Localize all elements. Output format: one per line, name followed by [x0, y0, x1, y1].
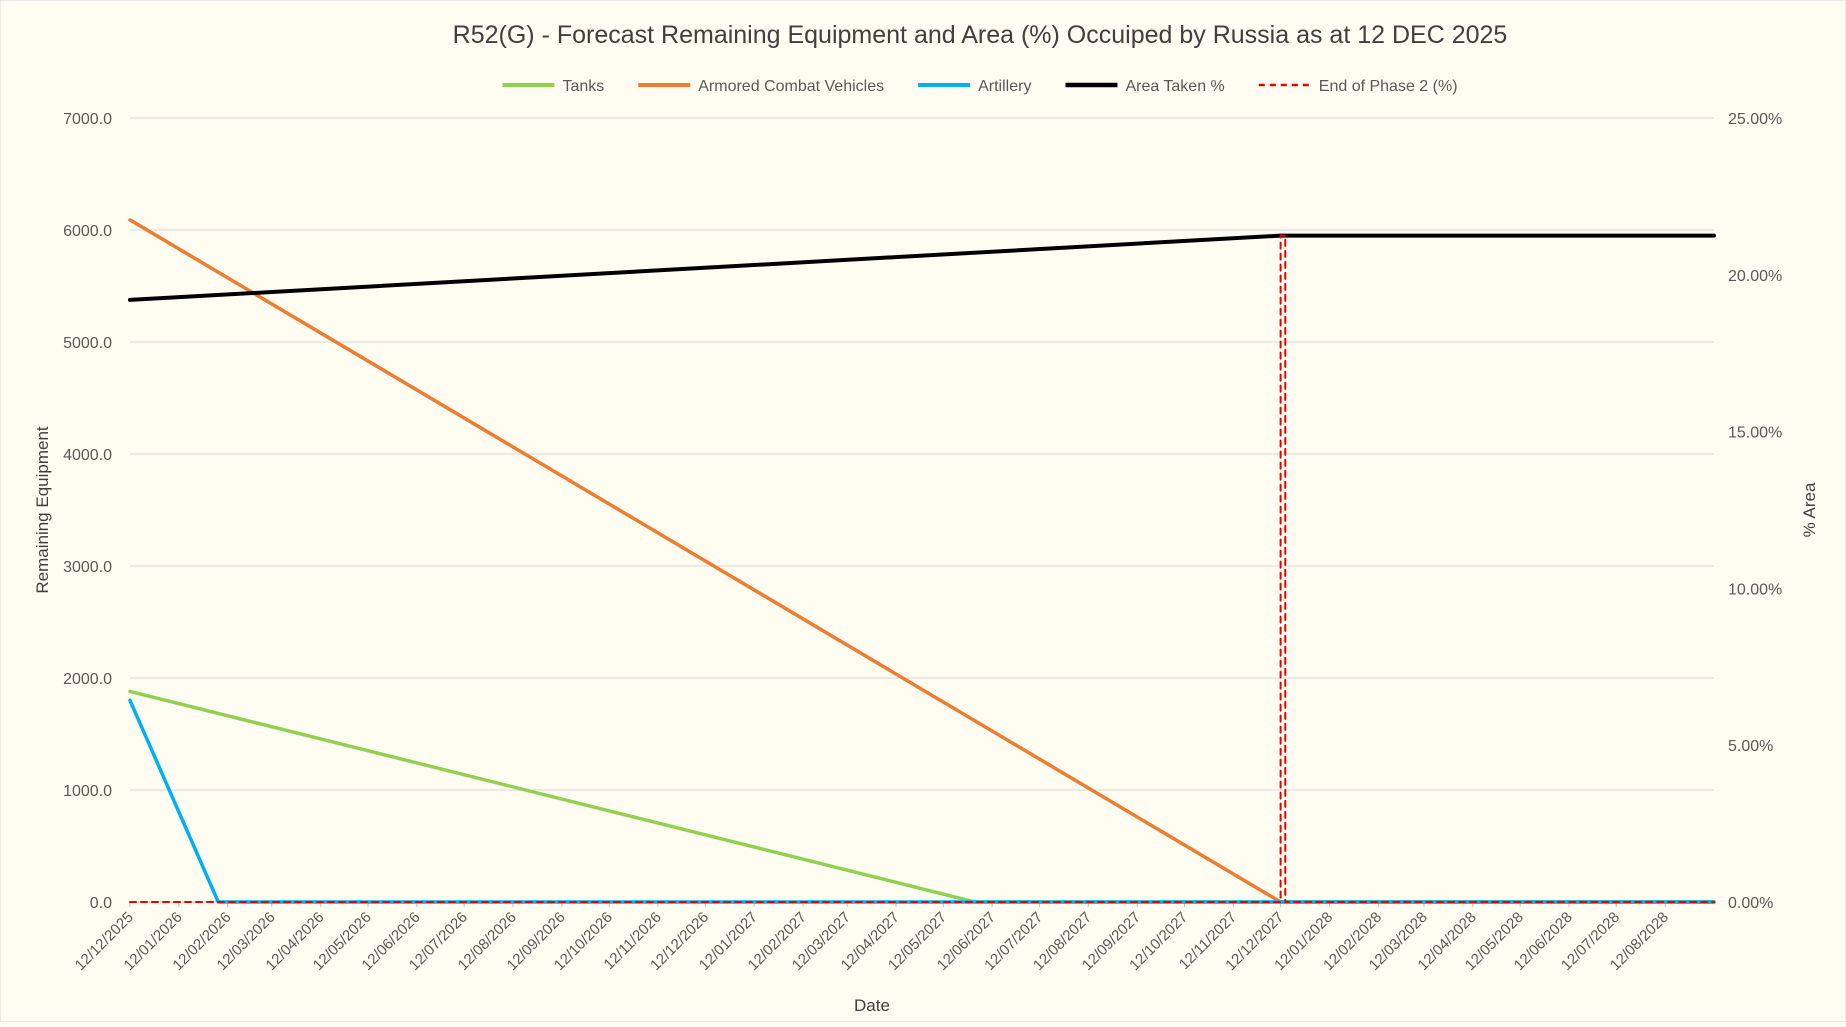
x-axis-label: Date [854, 996, 890, 1015]
y2-tick-label: 0.00% [1728, 895, 1773, 912]
legend-label: Area Taken % [1125, 78, 1224, 95]
y-axis-ticks: 0.0 1000.0 2000.0 3000.0 4000.0 5000.0 6000.0 7… [63, 111, 112, 912]
y2-tick-label: 15.00% [1728, 425, 1782, 442]
y2-tick-label: 5.00% [1728, 738, 1773, 755]
y-tick-label: 7000.0 [63, 111, 112, 128]
legend-label: Artillery [978, 78, 1031, 95]
y-tick-label: 6000.0 [63, 223, 112, 240]
y2-axis-ticks: 0.00% 5.00% 10.00% 15.00% 20.00% 25.00% [1728, 111, 1782, 912]
legend-label: End of Phase 2 (%) [1319, 78, 1458, 95]
legend-label: Armored Combat Vehicles [698, 78, 884, 95]
legend-label: Tanks [562, 78, 604, 95]
legend: Tanks Armored Combat Vehicles Artillery Are… [502, 78, 1458, 95]
y-tick-label: 2000.0 [63, 671, 112, 688]
series-end-of-phase-2 [129, 234, 1715, 903]
chart-title: R52(G) - Forecast Remaining Equipment an… [453, 21, 1508, 49]
y-axis-label: Remaining Equipment [33, 426, 52, 594]
y-tick-label: 4000.0 [63, 447, 112, 464]
y2-tick-label: 20.00% [1728, 268, 1782, 285]
y-tick-label: 1000.0 [63, 783, 112, 800]
y-tick-label: 0.0 [90, 895, 112, 912]
y2-tick-label: 10.00% [1728, 581, 1782, 598]
y2-axis-label: % Area [1800, 482, 1819, 537]
y2-tick-label: 25.00% [1728, 111, 1782, 128]
series-lines [128, 218, 1716, 904]
y-tick-label: 5000.0 [63, 335, 112, 352]
y-tick-label: 3000.0 [63, 559, 112, 576]
